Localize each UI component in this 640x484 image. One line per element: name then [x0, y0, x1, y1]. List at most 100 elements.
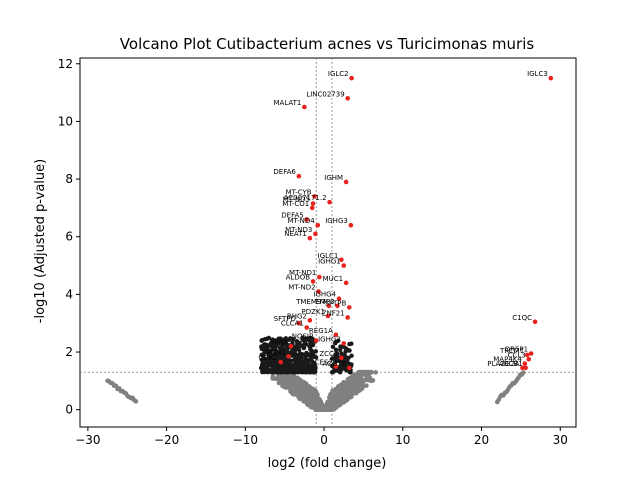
significant-cluster-point	[296, 345, 301, 351]
y-tick-label: 0	[65, 403, 73, 417]
significant-cluster-point	[267, 362, 272, 367]
gene-label-defa5: DEFA5	[281, 211, 303, 219]
significant-cluster-point	[271, 347, 277, 352]
x-tick-label: 20	[474, 433, 489, 447]
non-significant-point	[370, 378, 376, 383]
significant-point-zcc1	[339, 355, 344, 361]
significant-cluster-point	[294, 352, 299, 358]
significant-cluster-point	[263, 358, 268, 363]
gene-label-mt-nd1: MT-ND1	[289, 269, 316, 277]
significant-cluster-point	[336, 338, 341, 343]
significant-point-map4k4	[522, 361, 528, 366]
significant-point-iglc3	[548, 75, 554, 81]
gene-label-znf21: ZNF21	[322, 309, 345, 317]
significant-cluster-point	[334, 351, 340, 356]
significant-cluster-point	[299, 343, 304, 348]
non-significant-point	[364, 383, 369, 388]
non-significant-point	[336, 402, 342, 408]
gene-label-muc1: MUC1	[323, 275, 344, 283]
gene-label-pla2g2a: PLA2G2A	[487, 360, 519, 368]
significant-point-znf21	[345, 315, 350, 320]
significant-point-aldob	[310, 279, 316, 284]
y-tick-label: 6	[65, 230, 73, 244]
non-significant-point	[373, 370, 378, 375]
significant-cluster-point	[264, 367, 270, 372]
gene-label-ighg2: IGHG2	[318, 335, 341, 343]
significant-cluster-point	[292, 348, 297, 354]
significant-point-vnn1	[286, 354, 291, 359]
gene-label-map4k4: MAP4K4	[493, 356, 522, 364]
non-significant-point	[287, 381, 292, 386]
gene-label-defa6: DEFA6	[273, 168, 296, 176]
significant-point-mt-nd5	[310, 201, 316, 206]
gene-label-ac007171.2: AC007171.2	[284, 194, 327, 202]
significant-point-emp3	[335, 303, 340, 309]
significant-point-sftpd	[296, 320, 302, 326]
significant-point-linc02739	[345, 96, 350, 101]
significant-cluster-point	[268, 343, 274, 348]
non-significant-point	[309, 397, 315, 402]
significant-cluster-point	[267, 353, 273, 359]
x-tick-label: −20	[154, 433, 179, 447]
non-significant-point	[345, 380, 351, 386]
significant-cluster-point	[345, 347, 351, 353]
significant-cluster-point	[338, 344, 343, 349]
significant-cluster-point	[293, 356, 299, 361]
gene-label-abcb1: ABCB1	[499, 360, 523, 368]
significant-cluster-point	[264, 350, 269, 355]
non-significant-point	[329, 392, 335, 397]
non-significant-point	[305, 399, 311, 404]
gene-label-mt-nd4: MT-ND4	[287, 217, 315, 225]
significant-cluster-point	[343, 359, 349, 364]
significant-cluster-point	[297, 351, 303, 356]
significant-point-trcm1	[524, 352, 530, 358]
gene-label-mt-co1: MT-CO1	[282, 200, 309, 208]
significant-cluster-point	[341, 344, 346, 350]
non-significant-point	[330, 405, 335, 411]
gene-label-mt-nd5: MT-ND5	[283, 196, 310, 204]
gene-label-sftpd: SFTPD	[274, 315, 296, 323]
non-significant-point	[316, 399, 322, 405]
non-significant-point	[336, 395, 342, 400]
gene-labels: IGLC2 IGLC3 LINC02739 MALAT1 DEFA6 IGHM MT-CYB…	[258, 70, 547, 368]
significant-point-or5p1	[528, 351, 534, 356]
gene-label-iglc2: IGLC2	[328, 70, 349, 78]
significant-cluster-point	[258, 365, 264, 371]
significant-point-mt-cyb	[312, 194, 317, 199]
significant-point-muc1	[343, 280, 349, 286]
gene-label-clca1: CLCA1	[281, 320, 304, 328]
y-tick-label: 2	[65, 345, 73, 359]
significant-cluster-point	[302, 369, 307, 375]
non-significant-point	[308, 403, 314, 408]
x-tick-label: 0	[320, 433, 328, 447]
gene-label-vnn1: VNN1	[266, 348, 286, 356]
significant-point-ces2	[333, 364, 339, 369]
significant-point-mt-nd3	[313, 231, 318, 237]
gene-label-sftpb: SFTPB	[325, 299, 347, 307]
significant-cluster-point	[333, 347, 339, 352]
significant-cluster-point	[339, 367, 344, 372]
significant-point-acot6	[346, 365, 352, 371]
non-significant-point	[520, 370, 526, 375]
non-significant-point	[353, 389, 359, 394]
significant-point-ighg3	[348, 222, 354, 228]
significant-cluster-point	[294, 339, 300, 344]
gene-label-mt-nd3: MT-ND3	[285, 226, 312, 234]
significant-point-hira	[288, 343, 294, 349]
non-significant-point	[355, 371, 361, 376]
significant-cluster-point	[296, 360, 301, 366]
non-significant-point	[291, 387, 297, 392]
non-significant-point	[305, 385, 310, 391]
gene-label-trcm1: TRCM1	[499, 347, 524, 355]
significant-cluster-point	[338, 363, 343, 368]
gene-label-acot6: ACOT6	[322, 360, 346, 368]
significant-cluster-point	[308, 356, 313, 362]
non-significant-point	[353, 384, 358, 390]
chart-title: Volcano Plot Cutibacterium acnes vs Turi…	[120, 35, 535, 53]
gene-label-aldob: ALDOB	[286, 273, 311, 281]
non-significant-point	[270, 376, 276, 381]
significant-cluster-point	[308, 336, 313, 342]
significant-cluster-point	[259, 346, 265, 352]
gene-label-or5p1: OR5P1	[505, 345, 529, 353]
